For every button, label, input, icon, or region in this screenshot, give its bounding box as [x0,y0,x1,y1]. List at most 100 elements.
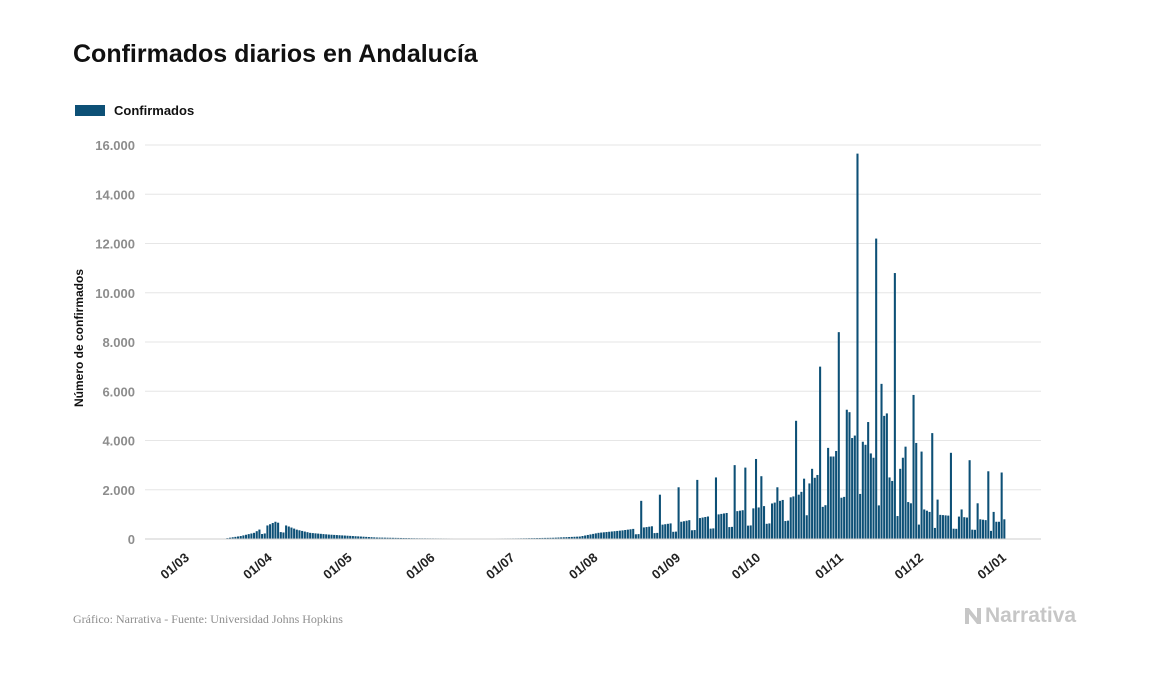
x-tick-label: 01/11 [812,550,846,582]
bar [789,497,792,539]
bar [642,527,645,539]
bar [971,529,974,539]
bar [872,457,875,539]
bar [343,535,346,539]
bar [944,515,947,539]
bar [381,537,384,539]
bar [378,537,381,539]
bar [282,532,285,539]
bar [787,520,790,539]
bar [554,537,557,539]
bar [581,536,584,539]
bar [869,453,872,539]
bar [637,534,640,539]
bar [896,516,899,539]
bar [917,524,920,539]
bar [955,528,958,539]
bar [720,513,723,539]
bar [669,523,672,539]
logo-text: Narrativa [985,604,1077,627]
bar [768,523,771,539]
bar [845,409,848,539]
bar [674,531,677,539]
bar [298,530,301,539]
bar [370,537,373,539]
bar [359,536,362,539]
bar [936,499,939,539]
bar [351,536,354,539]
bar [242,535,245,539]
bar [960,509,963,539]
bar [811,468,814,539]
bar [263,533,266,539]
bar [610,531,613,539]
bar [736,511,739,539]
bar [271,522,274,539]
bar [973,529,976,539]
bar [875,238,878,539]
bar [920,451,923,539]
bar [346,535,349,539]
y-axis-label: Número de confirmados [72,269,86,407]
bar [626,529,629,539]
bar [258,529,261,539]
bar [752,508,755,539]
bar [861,441,864,539]
x-tick-label: 01/01 [974,550,1009,582]
bar [237,536,240,539]
bar [231,537,234,539]
bar [285,525,288,539]
bar [645,527,648,539]
x-tick-label: 01/04 [240,549,275,582]
bar [656,532,659,539]
bar [805,515,808,539]
bar [848,412,851,539]
bar [957,516,960,539]
bar [277,522,280,539]
bar [883,415,886,540]
bar [949,452,952,539]
bar [570,536,573,539]
y-tick-label: 12.000 [95,237,135,252]
bar [749,525,752,539]
bar [616,530,619,539]
bar [864,444,867,539]
narrativa-logo: Narrativa [963,604,1076,628]
bar [704,517,707,539]
bar [373,537,376,539]
bar [795,420,798,539]
bar [293,528,296,539]
bar [867,422,870,539]
bar [311,533,314,539]
bar [963,517,966,539]
bar [269,524,272,539]
bar [712,528,715,539]
bar [776,487,779,539]
bar [605,532,608,539]
bar [562,537,565,539]
bar [685,520,688,539]
bar [247,534,250,539]
gridlines [145,144,1041,491]
bar [851,438,854,539]
bar [365,536,368,539]
bar [771,503,774,539]
bar [354,536,357,539]
bar [597,532,600,539]
bar [803,478,806,539]
bar [733,465,736,540]
bar [301,530,304,539]
bar [568,537,571,539]
legend: Confirmados [75,103,194,118]
bar [965,517,968,539]
bar [290,527,293,539]
bar [565,537,568,539]
bar [992,511,995,539]
bar [362,536,365,539]
bar [754,458,758,539]
bar [1000,472,1003,539]
y-tick-label: 14.000 [95,187,135,202]
bar [306,532,309,539]
bar [981,519,985,539]
bar [690,530,693,539]
